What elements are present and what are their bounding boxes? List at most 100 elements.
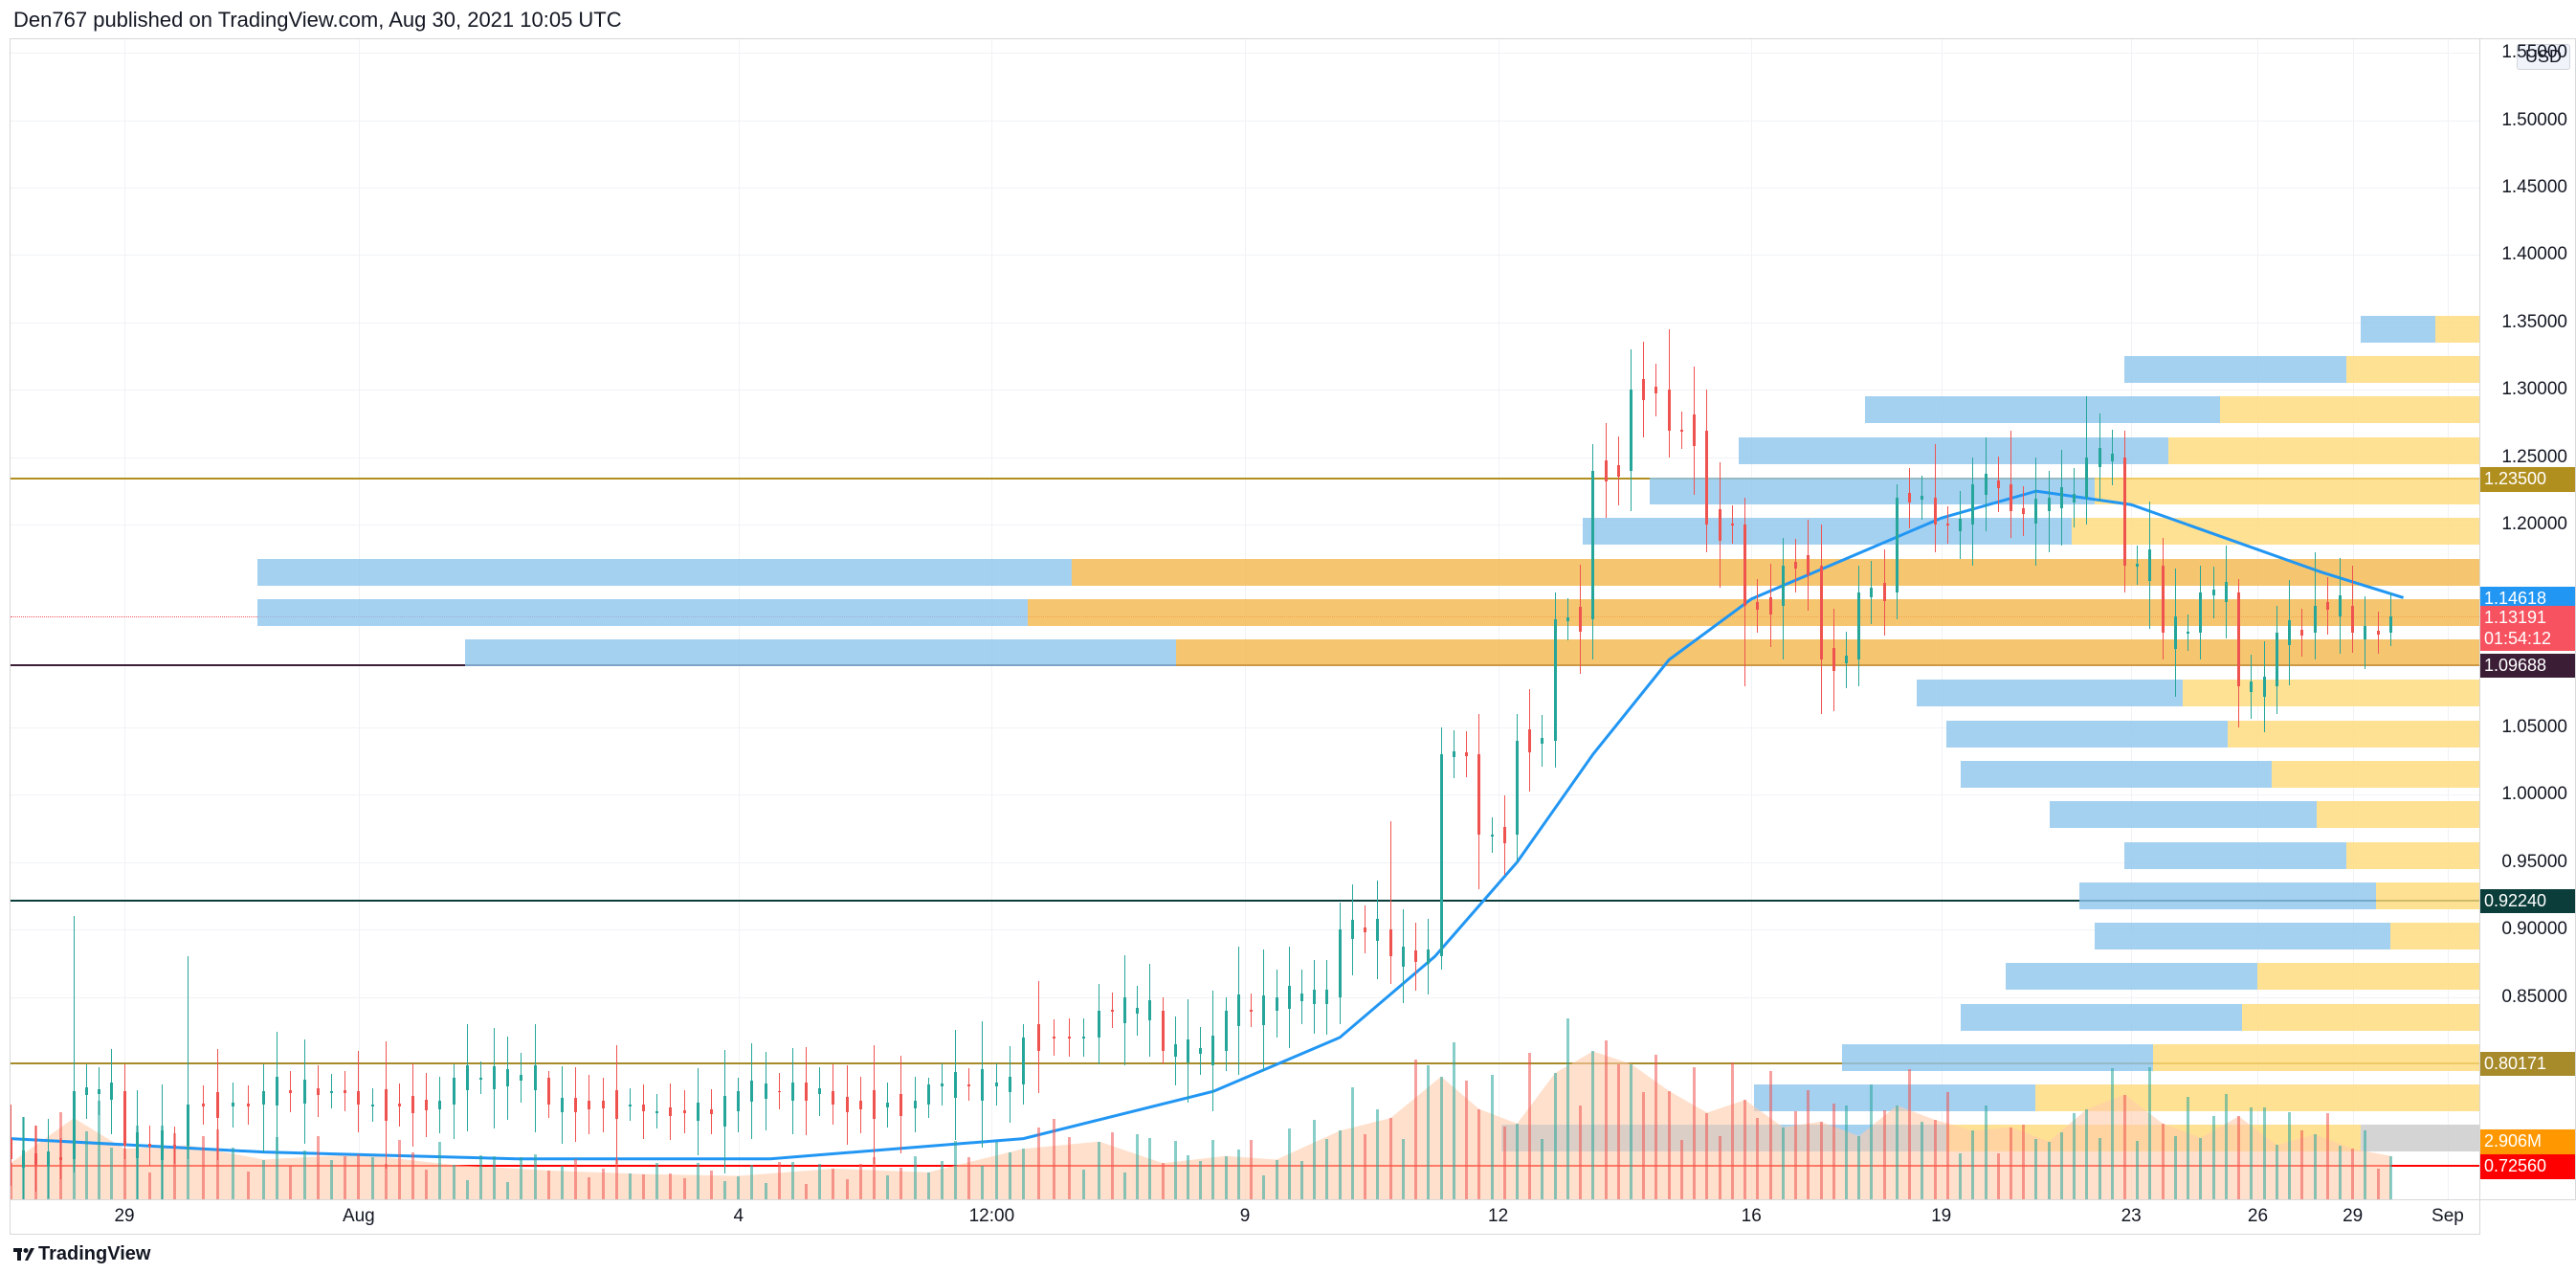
volume-bar: [216, 1129, 219, 1199]
candle: [1959, 39, 1962, 1199]
time-axis[interactable]: 29Aug412:009121619232629Sep: [10, 1200, 2480, 1235]
candle: [2276, 39, 2278, 1199]
volume-bar: [1211, 1140, 1214, 1199]
brand-text: TradingView: [38, 1243, 150, 1265]
volume-bar: [1313, 1120, 1316, 1199]
candle: [561, 39, 564, 1199]
candle: [2136, 39, 2139, 1199]
price-marker[interactable]: 1.1319101:54:12: [2480, 606, 2575, 651]
time-tick: 16: [1742, 1206, 1762, 1227]
volume-bar: [2237, 1116, 2240, 1199]
volume-bar: [547, 1171, 550, 1199]
candle: [1630, 39, 1632, 1199]
candle: [2339, 39, 2342, 1199]
candle: [2326, 39, 2329, 1199]
volume-bar: [791, 1162, 794, 1199]
volume-bar: [1288, 1128, 1291, 1199]
candle: [289, 39, 292, 1199]
volume-bar: [1276, 1160, 1278, 1199]
volume-bar: [1769, 1071, 1772, 1199]
volume-bar: [723, 1181, 726, 1199]
price-tick: 1.35000: [2501, 312, 2567, 333]
volume-bar: [1668, 1091, 1671, 1199]
site-name: TradingView.com: [218, 8, 379, 32]
candle: [161, 39, 164, 1199]
price-marker[interactable]: 1.23500: [2480, 467, 2575, 492]
volume-bar: [2351, 1149, 2354, 1199]
volume-profile-bar: [1946, 1125, 2361, 1151]
volume-bar: [1985, 1106, 1988, 1199]
volume-profile-bar: [2168, 437, 2479, 464]
candle: [655, 39, 658, 1199]
candle: [832, 39, 834, 1199]
candle: [1288, 39, 1291, 1199]
candle: [2174, 39, 2177, 1199]
candle: [1300, 39, 1303, 1199]
price-marker[interactable]: 1.09688: [2480, 654, 2575, 679]
volume-bar: [493, 1156, 496, 1199]
candle: [1313, 39, 1316, 1199]
volume-bar: [2389, 1156, 2392, 1199]
candle: [1807, 39, 1810, 1199]
candle: [1756, 39, 1759, 1199]
candle: [10, 39, 12, 1199]
support-resistance-line[interactable]: [11, 1165, 2479, 1167]
volume-bar: [1845, 1106, 1848, 1199]
volume-bar: [520, 1157, 522, 1199]
volume-bar: [1136, 1134, 1139, 1199]
volume-bar: [683, 1178, 686, 1199]
volume-bar: [59, 1112, 62, 1199]
candle: [1605, 39, 1608, 1199]
chart-container: Den767 published on TradingView.com, Aug…: [0, 0, 2576, 1273]
volume-bar: [1053, 1119, 1055, 1199]
volume-bar: [173, 1133, 176, 1199]
candle: [697, 39, 700, 1199]
price-axis[interactable]: USD 1.550001.500001.450001.400001.350001…: [2480, 38, 2576, 1200]
candle: [1250, 39, 1253, 1199]
volume-bar: [899, 1168, 902, 1200]
candle: [47, 39, 50, 1199]
volume-bar: [2060, 1132, 2063, 1199]
volume-profile-bar: [2006, 963, 2257, 990]
volume-bar: [1376, 1109, 1379, 1199]
candle: [859, 39, 862, 1199]
volume-bar: [2187, 1097, 2189, 1199]
volume-bar: [2212, 1116, 2215, 1199]
price-marker[interactable]: 0.80171: [2480, 1052, 2575, 1077]
volume-bar: [1111, 1132, 1114, 1199]
volume-bar: [1959, 1153, 1962, 1199]
volume-bar: [2123, 1095, 2126, 1199]
candle: [873, 39, 876, 1199]
candle: [642, 39, 645, 1199]
volume-bar: [1630, 1064, 1632, 1199]
volume-bar: [588, 1177, 590, 1199]
candle: [750, 39, 753, 1199]
volume-profile-bar: [1176, 639, 2479, 666]
volume-bar: [1174, 1141, 1177, 1199]
candle: [1364, 39, 1366, 1199]
volume-bar: [2010, 1128, 2012, 1199]
volume-bar: [1921, 1122, 1923, 1199]
price-chart[interactable]: [10, 38, 2480, 1200]
price-marker[interactable]: 0.92240: [2480, 889, 2575, 914]
volume-bar: [1908, 1069, 1911, 1199]
time-tick: 12: [1488, 1206, 1508, 1227]
volume-bar: [737, 1176, 740, 1200]
time-tick: 12:00: [969, 1206, 1015, 1227]
volume-bar: [2300, 1130, 2303, 1199]
price-marker[interactable]: 0.72560: [2480, 1154, 2575, 1179]
candle: [1136, 39, 1139, 1199]
volume-bar: [2199, 1138, 2202, 1199]
candle: [1009, 39, 1011, 1199]
candle: [202, 39, 205, 1199]
volume-profile-bar: [1028, 599, 2479, 626]
candle: [1896, 39, 1899, 1199]
candle: [1654, 39, 1657, 1199]
candle: [1068, 39, 1071, 1199]
volume-bar: [1883, 1110, 1886, 1199]
candle: [1427, 39, 1430, 1199]
volume-bar: [34, 1126, 37, 1199]
volume-bar: [1037, 1128, 1040, 1199]
volume-bar: [357, 1154, 360, 1199]
time-tick: 26: [2248, 1206, 2268, 1227]
